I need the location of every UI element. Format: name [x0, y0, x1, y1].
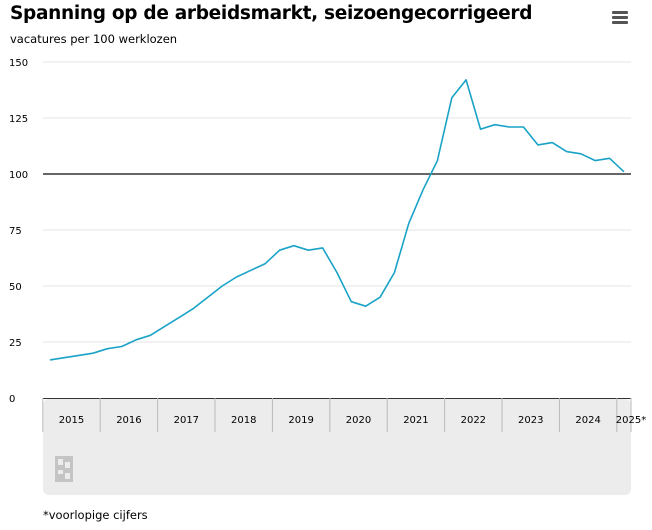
- data-point: [406, 221, 411, 226]
- data-point: [306, 248, 311, 253]
- y-tick-label: 25: [9, 338, 22, 349]
- y-tick-label: 125: [9, 114, 28, 125]
- data-point: [62, 355, 67, 360]
- footnote: *voorlopige cijfers: [43, 508, 148, 522]
- y-tick-label: 100: [9, 170, 28, 181]
- x-tick-label: 2024: [575, 415, 600, 426]
- data-point: [449, 95, 454, 100]
- data-point: [234, 275, 239, 280]
- x-tick-label: 2022: [461, 415, 486, 426]
- data-point: [363, 304, 368, 309]
- x-tick-label: 2015: [59, 415, 84, 426]
- x-tick-label: 2018: [231, 415, 256, 426]
- y-tick-label: 75: [9, 226, 22, 237]
- hamburger-menu-icon[interactable]: [609, 8, 631, 28]
- y-tick-label: 150: [9, 58, 28, 69]
- chart-title: Spanning op de arbeidsmarkt, seizoengeco…: [10, 3, 533, 24]
- data-point: [349, 299, 354, 304]
- x-tick-label: 2023: [518, 415, 543, 426]
- menu-bar: [612, 11, 628, 14]
- data-point: [134, 337, 139, 342]
- data-point: [277, 248, 282, 253]
- y-tick-label: 50: [9, 282, 22, 293]
- data-point: [578, 151, 583, 156]
- data-point: [320, 245, 325, 250]
- data-point: [263, 261, 268, 266]
- x-tick-label: 2016: [116, 415, 141, 426]
- data-point: [335, 270, 340, 275]
- series-line: [49, 79, 625, 361]
- data-point: [535, 142, 540, 147]
- data-point: [91, 351, 96, 356]
- data-point: [507, 124, 512, 129]
- cbs-logo-icon: [55, 456, 73, 482]
- data-point: [607, 156, 612, 161]
- menu-bar: [612, 21, 628, 24]
- data-point: [550, 140, 555, 145]
- data-point: [205, 295, 210, 300]
- data-point: [378, 295, 383, 300]
- data-point: [191, 306, 196, 311]
- data-point: [177, 315, 182, 320]
- series-layer: [48, 77, 627, 362]
- data-point: [291, 243, 296, 248]
- x-axis: 2015 2016 2017 2018 2019 2020 2021 2022 2023 2024…: [42, 398, 646, 432]
- x-tick-label: 2025*: [616, 415, 646, 426]
- chart-subtitle: vacatures per 100 werklozen: [10, 32, 178, 46]
- data-point: [148, 333, 153, 338]
- data-point: [392, 270, 397, 275]
- data-point: [48, 357, 53, 362]
- x-tick-label: 2021: [403, 415, 428, 426]
- data-point: [119, 344, 124, 349]
- menu-bar: [612, 16, 628, 19]
- data-point: [435, 158, 440, 163]
- x-tick-label: 2017: [174, 415, 199, 426]
- data-point: [564, 149, 569, 154]
- data-point: [248, 268, 253, 273]
- data-point: [492, 122, 497, 127]
- data-point: [464, 77, 469, 82]
- x-tick-label: 2020: [346, 415, 371, 426]
- line-chart: 0 25 50 75 100 125 150 2015 2016 2017 2018 2019 202…: [9, 58, 646, 495]
- y-tick-label: 0: [9, 394, 15, 405]
- data-point: [421, 187, 426, 192]
- data-point: [521, 124, 526, 129]
- y-axis: 0 25 50 75 100 125 150: [9, 58, 28, 405]
- data-point: [622, 169, 627, 174]
- data-point: [76, 353, 81, 358]
- navigator-panel[interactable]: [43, 399, 631, 495]
- data-point: [220, 284, 225, 289]
- data-point: [162, 324, 167, 329]
- x-tick-label: 2019: [288, 415, 313, 426]
- data-point: [478, 127, 483, 132]
- gridlines: [43, 61, 631, 343]
- data-point: [105, 346, 110, 351]
- data-point: [593, 158, 598, 163]
